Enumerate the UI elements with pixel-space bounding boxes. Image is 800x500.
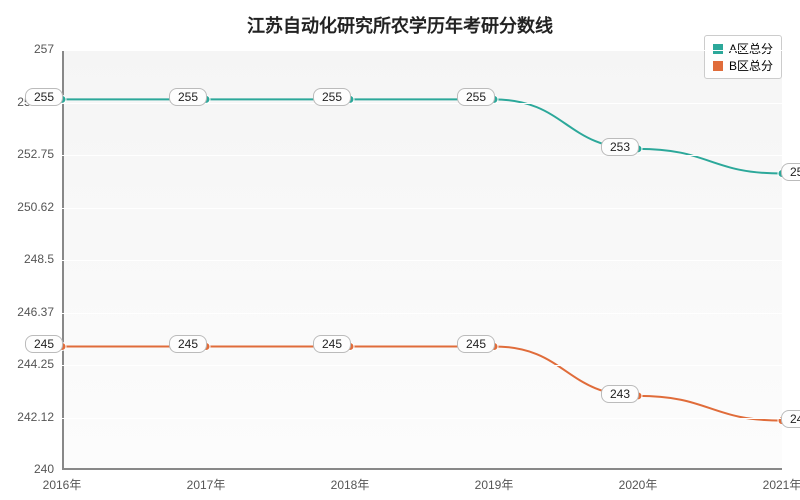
gridline [62, 470, 782, 471]
gridline [62, 313, 782, 314]
y-tick-label: 242.12 [0, 410, 54, 424]
data-label: 255 [457, 88, 495, 106]
y-tick-label: 244.25 [0, 357, 54, 371]
y-tick-label: 248.5 [0, 252, 54, 266]
y-tick-label: 246.37 [0, 305, 54, 319]
line-layer [0, 0, 800, 500]
data-label: 253 [601, 138, 639, 156]
data-label: 245 [313, 335, 351, 353]
data-label: 255 [313, 88, 351, 106]
data-label: 245 [25, 335, 63, 353]
data-label: 255 [169, 88, 207, 106]
data-label: 245 [169, 335, 207, 353]
gridline [62, 50, 782, 51]
y-tick-label: 257 [0, 42, 54, 56]
x-tick-label: 2020年 [613, 476, 663, 493]
y-tick-label: 240 [0, 462, 54, 476]
gridline [62, 155, 782, 156]
x-tick-label: 2021年 [757, 476, 800, 493]
data-label: 252 [781, 163, 800, 181]
gridline [62, 365, 782, 366]
gridline [62, 208, 782, 209]
series-line-1 [62, 346, 782, 420]
gridline [62, 418, 782, 419]
legend-item: B区总分 [713, 57, 773, 74]
x-tick-label: 2018年 [325, 476, 375, 493]
legend-swatch [713, 61, 723, 71]
legend-swatch [713, 44, 723, 54]
data-label: 242 [781, 410, 800, 428]
legend-label: B区总分 [729, 57, 773, 74]
x-tick-label: 2019年 [469, 476, 519, 493]
x-tick-label: 2017年 [181, 476, 231, 493]
y-tick-label: 250.62 [0, 200, 54, 214]
data-label: 255 [25, 88, 63, 106]
legend-item: A区总分 [713, 40, 773, 57]
legend-label: A区总分 [729, 40, 773, 57]
chart-container: 江苏自动化研究所农学历年考研分数线 A区总分B区总分 240242.12244.… [0, 0, 800, 500]
data-label: 243 [601, 385, 639, 403]
legend: A区总分B区总分 [704, 35, 782, 79]
data-label: 245 [457, 335, 495, 353]
x-tick-label: 2016年 [37, 476, 87, 493]
y-tick-label: 252.75 [0, 147, 54, 161]
series-line-0 [62, 99, 782, 173]
gridline [62, 260, 782, 261]
